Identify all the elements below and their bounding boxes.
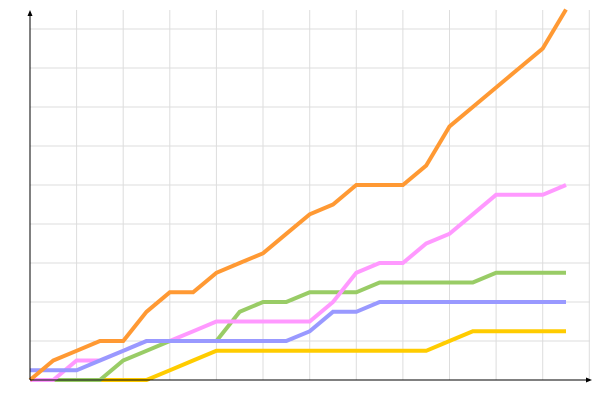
series-line-4 [30,300,566,373]
series-lines [28,8,568,382]
series-line-5 [28,8,568,382]
y-axis-arrow [27,10,33,16]
axes [27,10,592,383]
series-line-2 [30,270,566,382]
x-axis-arrow [586,377,592,383]
